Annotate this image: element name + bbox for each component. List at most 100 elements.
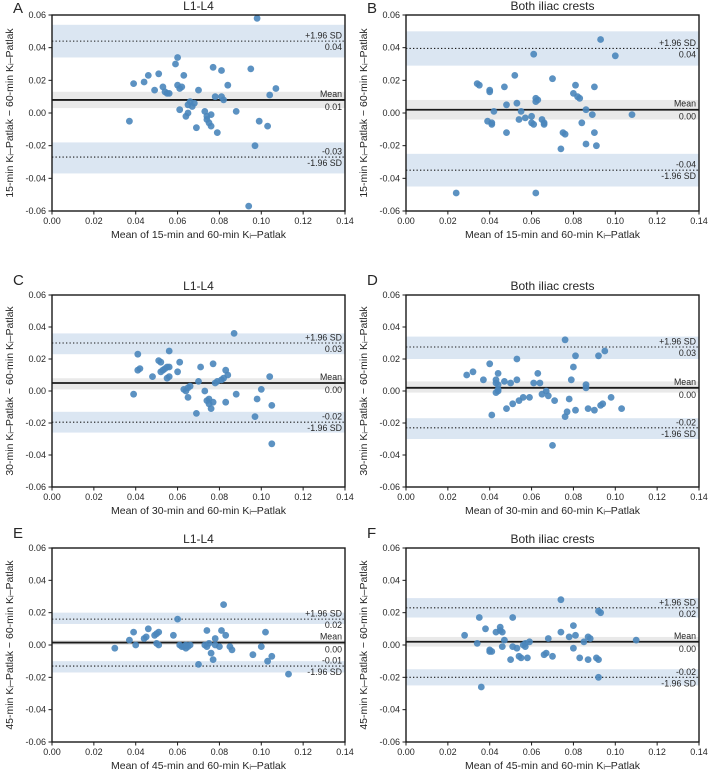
- x-tick-label: 0.06: [169, 216, 187, 226]
- y-axis-label: 15-min Kᵢ–Patlak − 60-min Kᵢ–Patlak: [358, 28, 370, 198]
- data-point: [582, 384, 590, 392]
- y-tick-label: 0.06: [28, 10, 46, 20]
- y-tick-label: 0.06: [28, 543, 46, 553]
- data-point: [155, 641, 163, 649]
- x-axis-label: Mean of 30-min and 60-min Kᵢ–Patlak: [111, 505, 287, 516]
- data-point: [285, 670, 292, 678]
- y-tick-label: -0.02: [379, 418, 400, 428]
- data-point: [272, 85, 280, 92]
- lower-loa-band: [406, 418, 699, 439]
- data-point: [494, 370, 502, 377]
- x-tick-label: 0.00: [397, 216, 415, 226]
- mean-label: Mean: [320, 632, 342, 642]
- upper-loa-band: [52, 24, 345, 58]
- data-point: [494, 381, 502, 388]
- data-point: [228, 646, 236, 654]
- mean-label: Mean: [320, 372, 342, 382]
- data-point: [165, 347, 173, 355]
- x-tick-label: 0.10: [607, 216, 625, 226]
- data-point: [211, 93, 219, 101]
- data-point: [186, 382, 194, 390]
- x-tick-label: 0.12: [294, 492, 312, 502]
- data-point: [570, 622, 577, 629]
- data-point: [245, 202, 253, 210]
- data-point: [628, 111, 636, 118]
- data-point: [565, 633, 573, 641]
- data-point: [211, 635, 219, 642]
- upper-loa-value: 0.04: [679, 49, 696, 59]
- mean-label: Mean: [674, 377, 696, 387]
- x-tick-label: 0.00: [43, 492, 61, 502]
- upper-loa-value: 0.02: [325, 620, 342, 630]
- data-point: [170, 631, 177, 639]
- data-point: [544, 392, 552, 400]
- data-point: [174, 615, 182, 623]
- data-point: [232, 108, 240, 115]
- panel-letter: E: [13, 525, 23, 542]
- y-tick-label: 0.00: [28, 640, 46, 650]
- data-point: [597, 36, 604, 43]
- upper-loa-band: [52, 333, 345, 355]
- data-point: [230, 330, 238, 337]
- x-tick-label: 0.02: [85, 216, 103, 226]
- panel-svg: 0.00 0.02 0.04 0.06 0.08 0.10 0.12 0.14 0.06 0.04…: [4, 272, 354, 517]
- data-point: [224, 81, 232, 89]
- data-point: [591, 129, 598, 137]
- panel-title: Both iliac crests: [510, 532, 594, 546]
- x-tick-label: 0.00: [397, 747, 415, 757]
- panel-letter: D: [367, 272, 378, 289]
- y-axis-label: 45-min Kᵢ–Patlak − 60-min Kᵢ–Patlak: [358, 560, 370, 730]
- y-tick-label: -0.04: [379, 450, 400, 460]
- data-point: [262, 628, 269, 636]
- y-tick-label: 0.06: [382, 290, 400, 300]
- data-point: [195, 86, 202, 94]
- data-point: [526, 394, 533, 401]
- data-point: [567, 376, 575, 384]
- data-point: [207, 122, 215, 130]
- data-point: [599, 400, 607, 408]
- y-tick-label: 0.02: [382, 75, 400, 85]
- data-point: [218, 627, 225, 634]
- y-axis-label: 30-min Kᵢ–Patlak − 60-min Kᵢ–Patlak: [4, 306, 16, 476]
- y-tick-label: 0.04: [382, 575, 400, 585]
- data-point: [111, 644, 119, 652]
- y-axis-label: 45-min Kᵢ–Patlak − 60-min Kᵢ–Patlak: [4, 560, 16, 730]
- y-tick-label: 0.04: [28, 322, 46, 332]
- data-point: [584, 656, 592, 663]
- upper-loa-value: 0.04: [325, 42, 342, 52]
- data-point: [220, 601, 228, 608]
- panel-f: 0.00 0.02 0.04 0.06 0.08 0.10 0.12 0.14 0.06 0.04…: [354, 516, 708, 776]
- data-point: [253, 14, 261, 22]
- y-tick-label: 0.06: [382, 10, 400, 20]
- lower-loa-value: -0.01: [322, 656, 342, 666]
- data-point: [184, 109, 192, 117]
- data-point: [532, 189, 540, 197]
- y-tick-label: -0.04: [25, 450, 46, 460]
- data-point: [565, 395, 573, 403]
- panel-b: 0.00 0.02 0.04 0.06 0.08 0.10 0.12 0.14 0.06 0.04…: [354, 0, 708, 258]
- lower-loa-band: [52, 142, 345, 174]
- data-point: [480, 376, 487, 384]
- upper-loa-band: [406, 336, 699, 359]
- y-tick-label: 0.00: [382, 640, 400, 650]
- x-tick-label: 0.08: [565, 216, 583, 226]
- y-tick-label: 0.04: [28, 43, 46, 53]
- panel-letter: C: [13, 272, 24, 289]
- x-tick-label: 0.08: [565, 747, 583, 757]
- data-point: [195, 378, 202, 385]
- mean-label: Mean: [320, 89, 342, 99]
- data-point: [490, 108, 498, 115]
- x-tick-label: 0.06: [169, 747, 187, 757]
- data-point: [132, 641, 140, 649]
- data-point: [469, 368, 477, 376]
- lower-loa-value: -0.04: [676, 160, 696, 170]
- data-point: [247, 65, 255, 73]
- y-tick-label: -0.02: [25, 418, 46, 428]
- data-point: [207, 111, 215, 118]
- y-tick-label: 0.02: [28, 354, 46, 364]
- data-point: [251, 413, 259, 420]
- data-point: [498, 628, 506, 636]
- mean-value: 0.01: [325, 102, 342, 112]
- upper-loa-value: 0.03: [679, 348, 696, 358]
- data-point: [165, 90, 173, 97]
